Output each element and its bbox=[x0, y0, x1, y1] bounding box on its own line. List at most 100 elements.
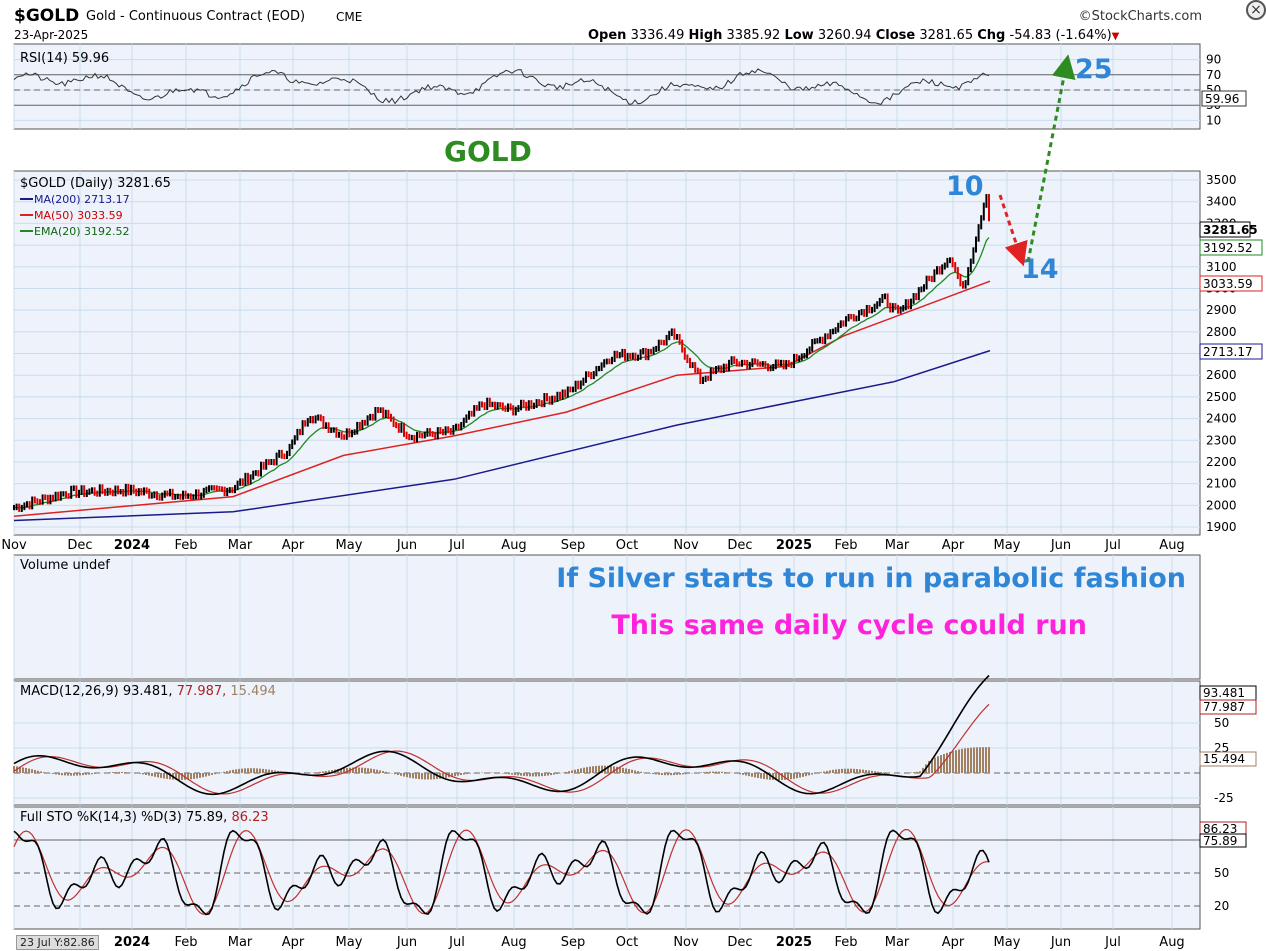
low-label: Low bbox=[784, 28, 814, 43]
x-axis-label: Dec bbox=[67, 538, 92, 553]
x-axis-bottom-label: Sep bbox=[561, 935, 586, 950]
volume-label: Volume undef bbox=[20, 558, 110, 573]
volume-panel bbox=[13, 554, 1201, 680]
price-legend-main: $GOLD (Daily) 3281.65 bbox=[20, 176, 171, 191]
sto-k-tag-box bbox=[1199, 833, 1247, 848]
sto-k-line bbox=[13, 829, 990, 916]
rsi-line bbox=[13, 68, 990, 105]
sto-k-tag: 75.89 bbox=[1203, 834, 1237, 848]
x-axis-label: Mar bbox=[228, 538, 253, 553]
rsi-label: RSI(14) 59.96 bbox=[20, 51, 109, 66]
x-axis-label: Jun bbox=[396, 538, 417, 553]
down-arrow-icon: ▼ bbox=[1111, 31, 1120, 42]
rsi-ticks: 9070503010 bbox=[1206, 53, 1221, 128]
symbol-title: $GOLD bbox=[14, 6, 80, 26]
close-value: 3281.65 bbox=[919, 28, 974, 43]
x-axis-label: Mar bbox=[885, 538, 910, 553]
silver-note-line2: This same daily cycle could run bbox=[611, 610, 1087, 641]
open-value: 3336.49 bbox=[630, 28, 685, 43]
ema20-legend: EMA(20) 3192.52 bbox=[34, 225, 130, 238]
x-axis-bottom-label: Apr bbox=[282, 935, 305, 950]
chg-label: Chg bbox=[977, 28, 1006, 43]
x-axis-label: 2025 bbox=[776, 538, 812, 553]
x-axis-bottom-label: Apr bbox=[942, 935, 965, 950]
price-tick-label: 2800 bbox=[1206, 325, 1237, 339]
price-tick-label: 2500 bbox=[1206, 390, 1237, 404]
x-axis-label: Feb bbox=[174, 538, 197, 553]
macd-line bbox=[13, 674, 990, 796]
x-axis-bottom-label: 2025 bbox=[776, 935, 812, 950]
ma50-tag: 3033.59 bbox=[1203, 277, 1253, 291]
sto-ticks: 50 20 bbox=[1214, 866, 1229, 913]
gridlines bbox=[13, 44, 1200, 929]
macd-tag3-box bbox=[1199, 751, 1257, 767]
x-axis-bottom-label: Jun bbox=[396, 935, 417, 950]
ma200-line bbox=[13, 349, 991, 522]
macd-value-1: 93.481, bbox=[123, 684, 173, 699]
high-value: 3385.92 bbox=[726, 28, 781, 43]
macd-label-prefix: MACD(12,26,9) bbox=[20, 684, 119, 699]
gold-overlay-title: GOLD bbox=[444, 135, 532, 168]
x-axis-bottom-label: Aug bbox=[1159, 935, 1184, 950]
up-arrow-annotation bbox=[1026, 54, 1076, 263]
rsi-tick-label: 70 bbox=[1206, 68, 1221, 82]
macd-tag2: 77.987 bbox=[1203, 700, 1245, 714]
x-axis-bottom-label: May bbox=[336, 935, 363, 950]
price-tick-label: 2400 bbox=[1206, 412, 1237, 426]
cycle-annotation-25: 25 bbox=[1075, 54, 1113, 85]
ema20-tag-box bbox=[1199, 239, 1263, 256]
ma50-tag-box bbox=[1199, 275, 1263, 292]
rsi-tick-label: 10 bbox=[1206, 113, 1221, 127]
price-tick-label: 3400 bbox=[1206, 195, 1237, 209]
down-arrow-annotation bbox=[998, 194, 1028, 267]
close-tag-box bbox=[1199, 221, 1251, 238]
sto-d-value: 86.23 bbox=[231, 810, 268, 825]
high-label: High bbox=[688, 28, 723, 43]
open-label: Open bbox=[588, 28, 627, 43]
macd-panel bbox=[13, 680, 1201, 806]
sto-label-prefix: Full STO %K(14,3) %D(3) bbox=[20, 810, 182, 825]
symbol-description: Gold - Continuous Contract (EOD) bbox=[86, 9, 306, 24]
price-tick-label: 2200 bbox=[1206, 455, 1237, 469]
x-axis-bottom-label: Feb bbox=[174, 935, 197, 950]
ma200-legend: MA(200) 2713.17 bbox=[34, 193, 130, 206]
ma200-tag-box bbox=[1199, 343, 1263, 360]
sto-tick-label: 50 bbox=[1214, 866, 1229, 880]
close-tag: 3281.65 bbox=[1203, 223, 1258, 237]
x-axis-label: May bbox=[994, 538, 1021, 553]
panel-backgrounds bbox=[13, 43, 1201, 930]
x-axis-bottom-label: Jul bbox=[1104, 935, 1121, 950]
x-axis-bottom-label: Mar bbox=[885, 935, 910, 950]
x-axis-label: Jul bbox=[448, 538, 465, 553]
x-axis-bottom-label: Oct bbox=[616, 935, 638, 950]
x-axis-label: Apr bbox=[282, 538, 305, 553]
macd-label: MACD(12,26,9) 93.481, 77.987, 15.494 bbox=[20, 684, 276, 699]
x-axis-label: 2024 bbox=[114, 538, 150, 553]
rsi-current-tag: 59.96 bbox=[1205, 92, 1239, 106]
x-axis-label: Aug bbox=[1159, 538, 1184, 553]
close-icon[interactable]: × bbox=[1246, 0, 1266, 20]
macd-tag1: 93.481 bbox=[1203, 686, 1245, 700]
x-axis-label: Oct bbox=[616, 538, 638, 553]
x-axis-label: May bbox=[336, 538, 363, 553]
price-tick-label: 2300 bbox=[1206, 433, 1237, 447]
macd-tick-label: -25 bbox=[1214, 791, 1234, 805]
x-axis-label: Apr bbox=[942, 538, 965, 553]
sto-tick-label: 20 bbox=[1214, 899, 1229, 913]
cycle-annotation-10: 10 bbox=[946, 171, 984, 202]
x-axis-label: Jul bbox=[1104, 538, 1121, 553]
ema20-tag: 3192.52 bbox=[1203, 241, 1253, 255]
price-tick-label: 2000 bbox=[1206, 498, 1237, 512]
sto-d-tag: 86.23 bbox=[1203, 822, 1237, 836]
x-axis-bottom-label: Jun bbox=[1050, 935, 1071, 950]
price-tick-label: 3100 bbox=[1206, 260, 1237, 274]
x-axis-bottom-label: Mar bbox=[228, 935, 253, 950]
exchange-label: CME bbox=[336, 10, 363, 24]
sto-panel bbox=[13, 806, 1201, 930]
brand-label: ©StockCharts.com bbox=[1078, 9, 1202, 24]
x-axis-bottom-label: Aug bbox=[501, 935, 526, 950]
rsi-current-tag-box bbox=[1201, 90, 1247, 107]
close-label: Close bbox=[875, 28, 916, 43]
cycle-annotation-14: 14 bbox=[1021, 254, 1059, 285]
